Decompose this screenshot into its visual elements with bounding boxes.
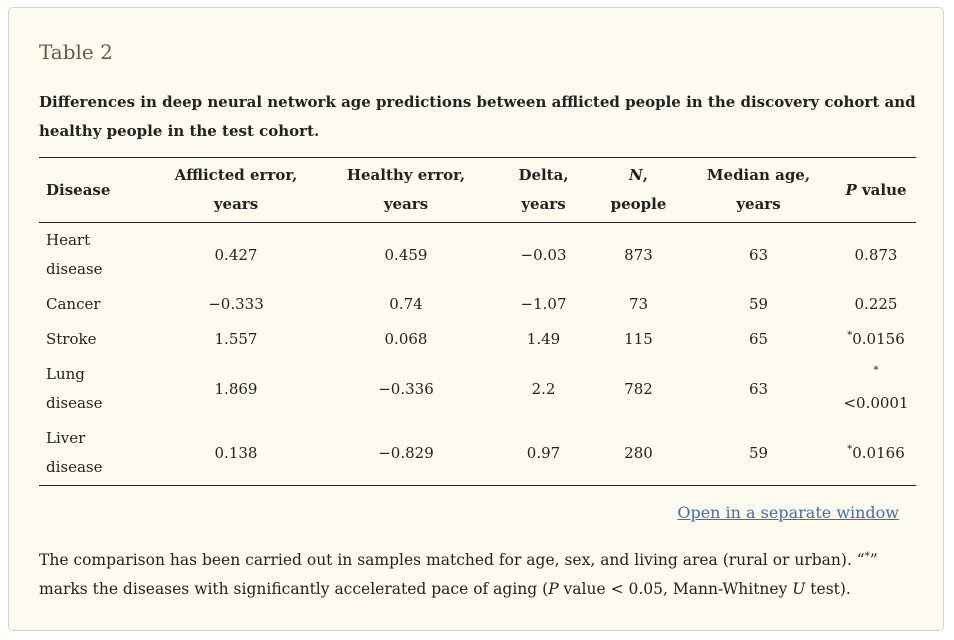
value-cell: −0.829	[378, 443, 434, 462]
p-value: 0.225	[854, 295, 898, 313]
table-caption: Differences in deep neural network age p…	[39, 93, 916, 140]
text-segment: Afflicted error, years	[174, 166, 298, 213]
significance-mark: *	[847, 330, 853, 341]
table-row: Stroke 1.557 0.068 1.49 115 65 *0.0156	[39, 322, 916, 357]
value-cell: 63	[748, 379, 769, 398]
table-panel: Table 2 Differences in deep neural netwo…	[8, 7, 944, 631]
column-header: Healthy error, years	[321, 157, 491, 223]
value-cell: 59	[748, 295, 769, 313]
column-header: Median age, years	[681, 157, 836, 223]
disease-cell: Liver disease	[46, 429, 103, 476]
value-cell: *0.0156	[836, 322, 916, 357]
value-cell: 1.869	[214, 379, 258, 398]
column-header: N, people	[596, 157, 681, 223]
disease-cell: Cancer	[46, 295, 101, 313]
open-window-link[interactable]: Open in a separate window	[677, 503, 899, 522]
value-cell: *0.0166	[836, 421, 916, 486]
table-body: Heart disease 0.427 0.459 −0.03 873 63 0.873 Ca…	[39, 223, 916, 486]
value-cell: −0.333	[208, 295, 264, 313]
text-segment: value < 0.05, Mann-Whitney	[558, 580, 793, 598]
value-cell: * <0.0001	[836, 357, 916, 421]
text-segment: Delta, years	[518, 166, 569, 213]
table-row: Lung disease 1.869 −0.336 2.2 782 63 * <0.0001	[39, 357, 916, 421]
p-value: 0.0166	[852, 443, 905, 462]
value-cell: 782	[624, 379, 653, 398]
value-cell: −0.03	[520, 245, 567, 264]
text-segment: P	[845, 180, 857, 199]
value-cell: 63	[748, 245, 769, 264]
value-cell: 65	[748, 330, 769, 348]
text-segment: , people	[610, 166, 667, 213]
text-segment: N	[629, 166, 643, 184]
value-cell: −0.336	[378, 379, 434, 398]
disease-cell: Stroke	[46, 330, 97, 348]
text-segment: test).	[805, 580, 851, 598]
value-cell: 73	[628, 295, 649, 313]
significance-mark: *	[847, 443, 853, 455]
text-segment: Healthy error, years	[346, 166, 466, 213]
value-cell: −1.07	[520, 295, 567, 313]
footnote: The comparison has been carried out in s…	[39, 546, 919, 604]
disease-cell: Lung disease	[46, 365, 103, 412]
value-cell: 0.138	[214, 443, 258, 462]
text-segment: Disease	[46, 180, 111, 199]
table-row: Cancer −0.333 0.74 −1.07 73 59 0.225	[39, 287, 916, 322]
value-cell: 0.873	[836, 223, 916, 288]
table-title: Table 2	[39, 40, 113, 64]
value-cell: 115	[624, 330, 653, 348]
value-cell: 0.068	[384, 330, 428, 348]
value-cell: 0.459	[384, 245, 428, 264]
p-value: 0.873	[854, 245, 898, 264]
disease-cell: Heart disease	[46, 231, 103, 278]
column-header: Afflicted error, years	[151, 157, 321, 223]
significance-mark: *	[873, 365, 879, 376]
column-header: P value	[836, 157, 916, 223]
value-cell: 1.557	[214, 330, 258, 348]
value-cell: 0.225	[836, 287, 916, 322]
text-segment: The comparison has been carried out in s…	[39, 551, 865, 569]
value-cell: 280	[624, 443, 653, 462]
data-table: Disease Afflicted error, years Healthy err…	[39, 157, 916, 486]
p-value: 0.0156	[852, 330, 905, 348]
text-segment: ” marks the diseases with significantly …	[39, 551, 878, 598]
text-segment: value	[856, 180, 907, 199]
value-cell: 59	[748, 443, 769, 462]
column-header: Delta, years	[491, 157, 596, 223]
column-header: Disease	[39, 157, 151, 223]
header-row: Disease Afflicted error, years Healthy err…	[39, 157, 916, 223]
value-cell: 2.2	[531, 379, 556, 398]
value-cell: 0.97	[526, 443, 561, 462]
text-segment: U	[792, 580, 806, 598]
value-cell: 0.74	[389, 295, 423, 313]
value-cell: 873	[624, 245, 653, 264]
text-segment: Median age, years	[706, 166, 811, 213]
value-cell: 0.427	[214, 245, 258, 264]
p-value: <0.0001	[843, 394, 909, 412]
table-row: Liver disease 0.138 −0.829 0.97 280 59 *0.0166	[39, 421, 916, 486]
table-row: Heart disease 0.427 0.459 −0.03 873 63 0.873	[39, 223, 916, 288]
value-cell: 1.49	[526, 330, 561, 348]
note-mark: *	[864, 550, 870, 562]
text-segment: P	[548, 580, 559, 598]
